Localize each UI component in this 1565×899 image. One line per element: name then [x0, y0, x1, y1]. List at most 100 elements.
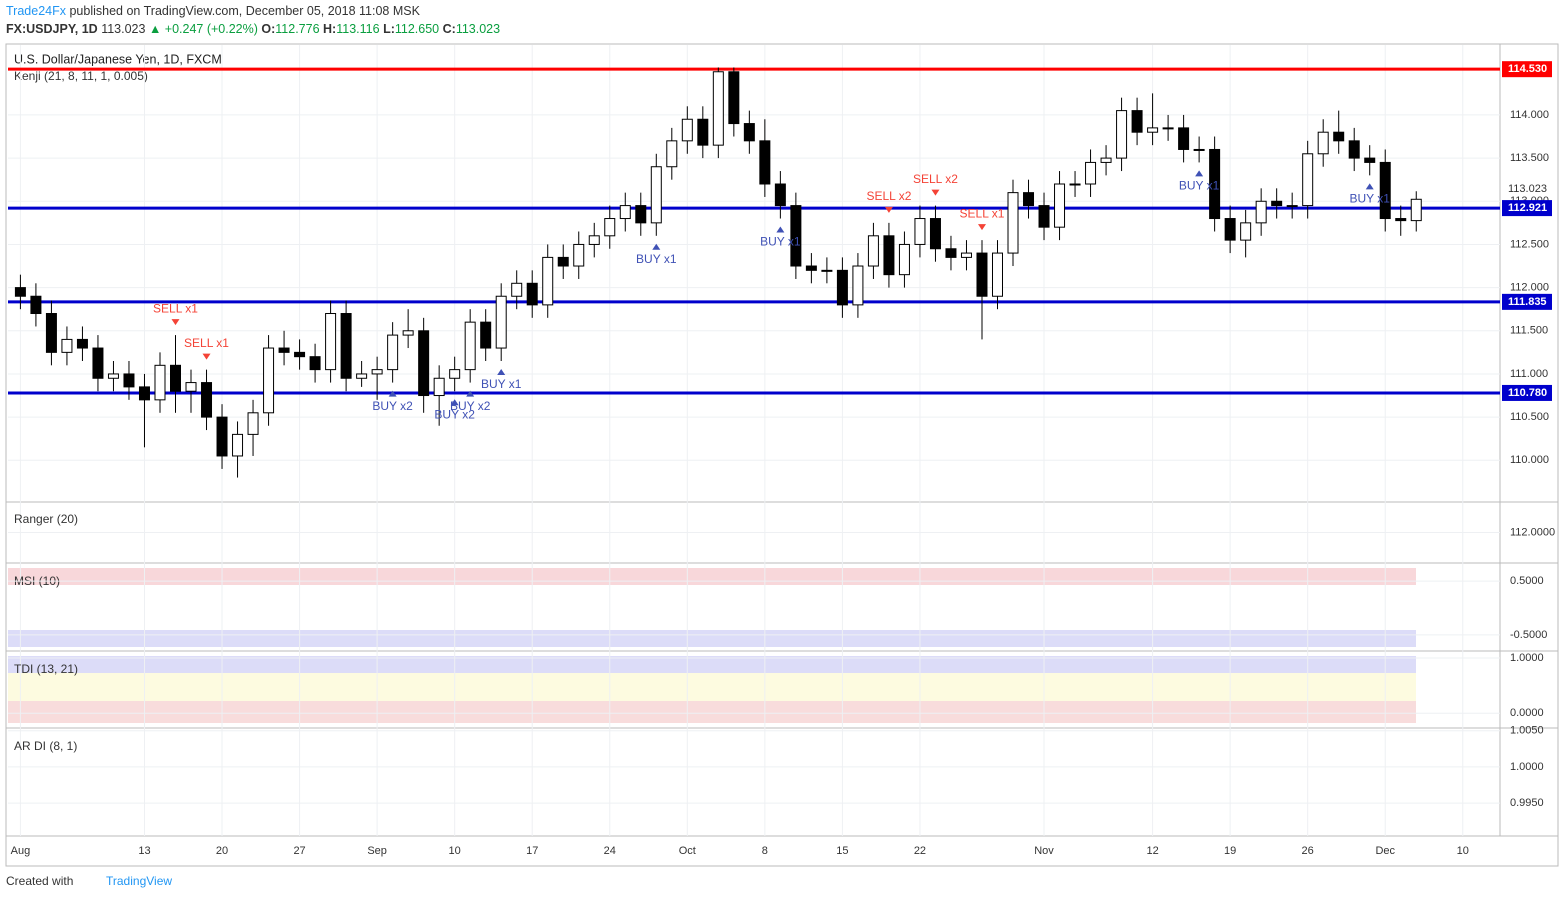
buy-signal: BUY x1: [636, 252, 677, 266]
candle-body: [790, 205, 802, 267]
buy-signal: BUY x2: [434, 407, 475, 421]
pane-tick-label: 1.0050: [1510, 725, 1544, 737]
y-tick-label: 113.500: [1510, 152, 1549, 164]
x-tick-label: 17: [526, 845, 538, 857]
pane-tick-label: -0.5000: [1510, 629, 1547, 641]
sell-arrow: [977, 224, 986, 231]
buy-signal: BUY x2: [372, 399, 413, 413]
y-tick-label: 112.500: [1510, 238, 1549, 250]
pane-tick-label: 0.9950: [1510, 797, 1544, 809]
candle-body: [61, 338, 73, 353]
pane-tick-label: 0.0000: [1510, 707, 1544, 719]
candle-body: [495, 295, 507, 349]
candle-body: [30, 295, 42, 315]
y-tick-label: 110.500: [1510, 411, 1549, 423]
candle-body: [836, 269, 848, 306]
candle-body: [480, 321, 492, 349]
tdi-lower-band: [8, 701, 1416, 723]
candle-body: [774, 183, 786, 207]
level-label: 112.921: [1508, 202, 1547, 214]
candle-body: [1395, 218, 1407, 222]
plot: Aug 13 20 27 Sep 10 17 24 Oct 8 15 22 Nov 12 19 26 Dec 10…: [8, 45, 1555, 857]
candle-body: [929, 218, 941, 250]
candle-body: [340, 313, 352, 379]
candle-body: [1410, 198, 1422, 222]
sell-signal: SELL x2: [913, 172, 958, 186]
candle-body: [759, 140, 771, 185]
publisher[interactable]: Trade24Fx: [6, 4, 67, 18]
candle-body: [945, 248, 957, 258]
c-value: 113.023: [456, 22, 500, 36]
candle-body: [991, 252, 1003, 297]
candle-body: [557, 256, 569, 267]
c-label: C:: [443, 22, 456, 36]
candle-body: [619, 205, 631, 220]
pane-tick-label: 1.0000: [1510, 761, 1544, 773]
candle-body: [309, 356, 321, 371]
x-tick-label: 10: [1457, 845, 1469, 857]
candle-body: [123, 373, 135, 388]
y-tick-label: 111.000: [1510, 368, 1548, 380]
msi-upper-band: [8, 568, 1416, 585]
level-tag: [1502, 200, 1552, 217]
last-price-label: 113.023: [1508, 183, 1547, 195]
candle-body: [371, 369, 383, 375]
pane-tick-label: 0.5000: [1510, 575, 1544, 587]
candle-body: [402, 330, 414, 336]
candle-body: [185, 382, 197, 392]
sell-arrow: [931, 189, 940, 196]
candle-body: [573, 243, 585, 267]
x-tick-label: 26: [1302, 845, 1314, 857]
x-tick-label: 19: [1224, 845, 1236, 857]
y-tick-label: 110.000: [1510, 454, 1549, 466]
candle-body: [216, 416, 228, 457]
candle-body: [201, 382, 213, 418]
published: published on TradingView.com, December 0…: [69, 4, 420, 18]
candle-body: [464, 321, 476, 371]
candle-body: [976, 252, 988, 297]
last-price: 113.023: [101, 22, 145, 36]
candle-body: [883, 235, 895, 276]
candle-body: [14, 287, 26, 297]
candle-body: [728, 71, 740, 125]
sell-signal: SELL x1: [153, 301, 198, 315]
candle-body: [743, 123, 755, 142]
buy-arrow: [1365, 183, 1374, 190]
candle-body: [898, 243, 910, 276]
candle-body: [1023, 192, 1035, 207]
candle-body: [805, 265, 817, 271]
buy-arrow: [450, 399, 459, 406]
sell-signal: SELL x1: [184, 336, 229, 350]
candle-body: [154, 364, 166, 401]
candle-body: [356, 373, 368, 379]
candle-body: [1147, 127, 1159, 133]
buy-arrow: [1195, 170, 1204, 177]
x-tick-label: 8: [762, 845, 768, 857]
indicator-label: Kenji (21, 8, 11, 1, 0.005): [14, 69, 148, 83]
sell-arrow: [884, 206, 893, 213]
candle-body: [170, 364, 182, 392]
pane-tick-label: 112.0000: [1510, 526, 1555, 538]
candle-body: [294, 351, 306, 358]
x-tick-label: Nov: [1034, 845, 1054, 857]
candle-body: [1286, 205, 1298, 208]
buy-arrow: [466, 390, 475, 397]
candle-body: [1193, 148, 1205, 151]
buy-arrow: [776, 226, 785, 233]
h-label: H:: [323, 22, 336, 36]
tdi-mid-band: [8, 673, 1416, 701]
sell-signal: SELL x1: [960, 206, 1005, 220]
x-tick-label: Aug: [11, 845, 31, 857]
candle-body: [650, 166, 662, 224]
pane-tick-label: 1.0000: [1510, 652, 1544, 664]
candle-body: [433, 377, 445, 397]
level-label: 111.835: [1508, 296, 1547, 308]
y-tick-label: 111.500: [1510, 325, 1548, 337]
sell-signal: SELL x2: [866, 189, 911, 203]
footer-brand[interactable]: TradingView: [106, 874, 172, 888]
l-value: 112.650: [395, 22, 439, 36]
x-tick-label: 13: [138, 845, 150, 857]
sell-arrow: [171, 319, 180, 326]
pane-title: Ranger (20): [14, 512, 78, 526]
